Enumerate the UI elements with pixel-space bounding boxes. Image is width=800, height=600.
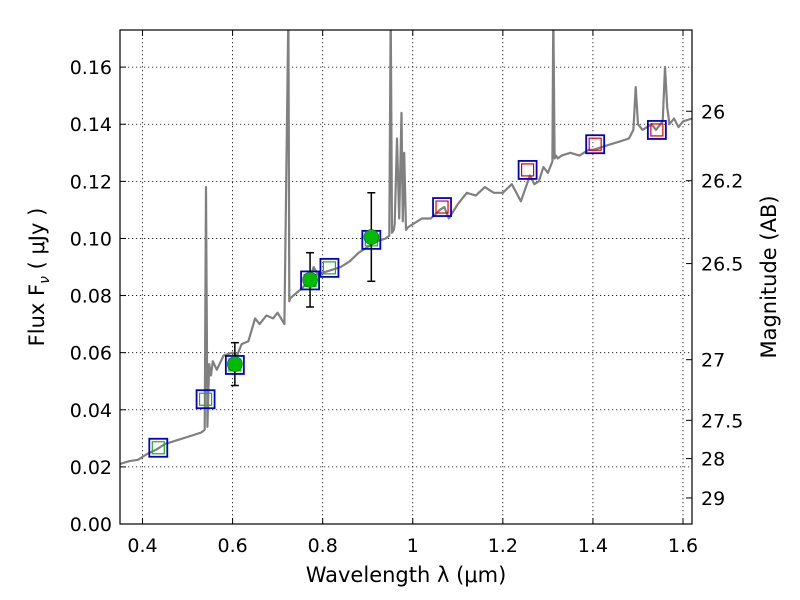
y-tick-label: 0.16 [70,57,112,79]
y2-tick-label: 27 [701,350,725,372]
y-tick-label: 0.00 [70,514,112,536]
x-tick-label: 0.6 [217,535,247,557]
model-photometry-square [517,160,538,180]
y-tick-label: 0.02 [70,457,112,479]
y-tick-label: 0.10 [70,228,112,250]
filter-average-square [588,137,602,151]
x-tick-label: 1 [407,535,419,557]
x-tick-label: 1.4 [578,535,608,557]
x-tick-label: 1.2 [488,535,518,557]
y-tick-label: 0.14 [70,114,112,136]
filter-average-square [521,163,535,177]
x-axis-label: Wavelength λ (μm) [306,563,507,587]
plot-frame [119,29,693,525]
model-photometry-square [319,257,340,278]
plot-background [120,30,692,524]
y-tick-label: 0.06 [70,343,112,365]
observed-point [363,229,380,245]
model-photometry-square [195,389,216,410]
model-photometry-square [646,120,667,140]
x-tick-label: 0.8 [308,535,338,557]
data-layer [120,30,692,466]
y2-tick-label: 26 [701,101,725,123]
y-axis-label: Flux Fν ( μJy ) [25,208,53,347]
y-tick-label: 0.04 [70,400,112,422]
filter-average-square [198,392,213,406]
filter-average-square [650,123,664,137]
y2-tick-label: 28 [701,449,725,471]
y2-tick-label: 26.2 [701,171,743,193]
y2-tick-label: 26.5 [701,254,743,276]
spectrum-line [120,30,692,466]
y-tick-label: 0.08 [70,286,112,308]
y-tick-label: 0.12 [70,171,112,193]
x-tick-label: 0.4 [127,535,157,557]
y-axis-label-main: Flux F [25,284,49,346]
model-photometry-square [585,134,606,155]
filter-average-square [322,261,337,275]
model-photometry-square [148,437,169,458]
model-photometry-square [432,197,452,217]
filter-average-square [435,200,449,214]
y-axis-label-subscript: ν [37,276,53,284]
y2-axis-label: Magnitude (AB) [757,195,781,358]
observed-point [227,356,243,372]
x-tick-label: 1.6 [668,535,698,557]
errorbar-layer [148,120,667,458]
ticks: 0.4 0.6 0.8 1 1.2 1.4 1.6 0.00 0.02 0.04 0.06 0.08 0… [70,30,743,557]
y-axis-label-unit: ( μJy ) [25,208,49,276]
observed-point [302,272,318,288]
y2-tick-label: 29 [701,488,725,510]
y2-tick-label: 27.5 [701,410,743,432]
filter-average-square [151,441,165,455]
